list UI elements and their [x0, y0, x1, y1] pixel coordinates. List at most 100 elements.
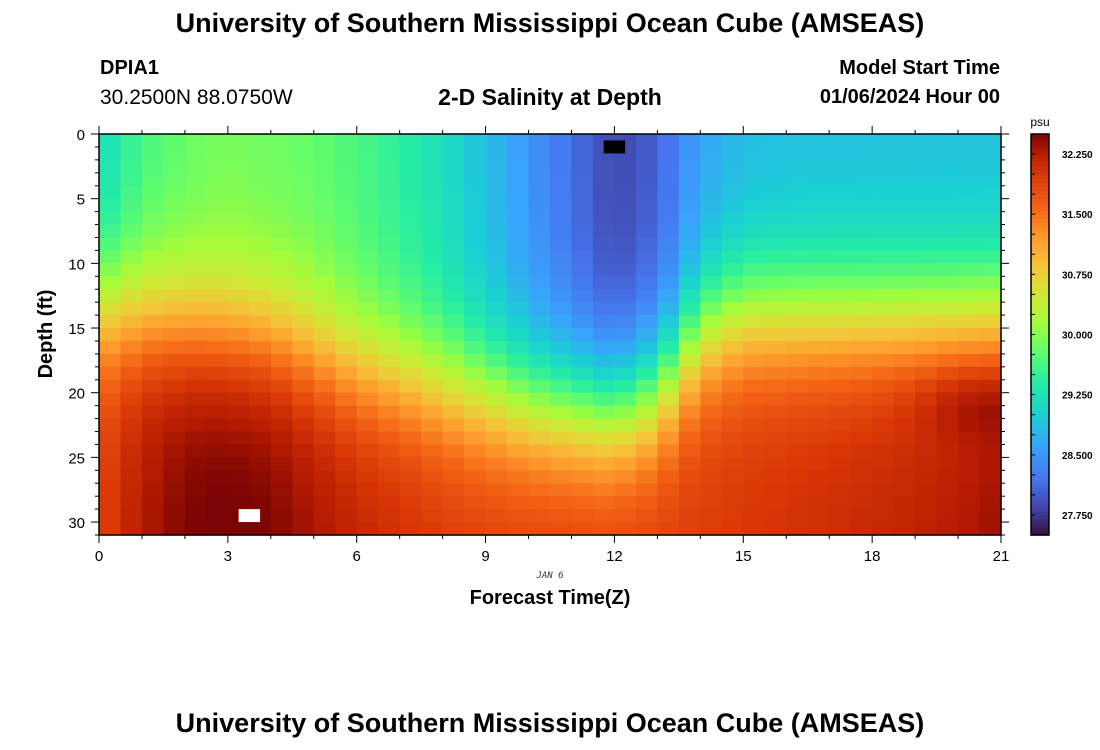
heatmap-cell: [507, 470, 530, 484]
heatmap-cell: [507, 315, 530, 329]
heatmap-cell: [356, 250, 379, 264]
heatmap-cell: [399, 509, 422, 523]
heatmap-cell: [635, 405, 658, 420]
heatmap-cell: [764, 263, 787, 277]
heatmap-cell: [872, 237, 895, 252]
heatmap-cell: [614, 431, 637, 446]
heatmap-cell: [507, 509, 530, 523]
heatmap-cell: [678, 431, 701, 446]
missing-data-marker: [603, 140, 626, 154]
x-tick-label: 18: [864, 548, 881, 565]
heatmap-cell: [743, 418, 766, 433]
heatmap-cell: [657, 509, 680, 523]
heatmap-cell: [184, 134, 207, 148]
heatmap-cell: [227, 444, 250, 458]
heatmap-cell: [120, 198, 143, 213]
heatmap-cell: [227, 405, 250, 420]
heatmap-cell: [936, 379, 959, 394]
heatmap-cell: [227, 483, 250, 497]
heatmap-cell: [184, 431, 207, 446]
x-tick-label: 15: [735, 548, 752, 565]
heatmap-cell: [464, 328, 487, 342]
heatmap-cell: [700, 522, 723, 536]
heatmap-cell: [829, 185, 852, 200]
colorbar-segment: [1031, 322, 1049, 328]
heatmap-cell: [335, 483, 358, 497]
heatmap-cell: [571, 340, 594, 355]
heatmap-cell: [979, 224, 1002, 239]
heatmap-cell: [786, 418, 809, 433]
heatmap-cell: [700, 340, 723, 355]
heatmap-cell: [464, 392, 487, 407]
heatmap-cell: [829, 237, 852, 252]
heatmap-cell: [807, 431, 830, 446]
heatmap-cell: [528, 483, 551, 497]
heatmap-cell: [829, 418, 852, 433]
heatmap-cell: [356, 522, 379, 536]
heatmap-cell: [270, 185, 293, 200]
heatmap-cell: [614, 457, 637, 471]
heatmap-cell: [592, 340, 616, 355]
heatmap-cell: [184, 315, 207, 329]
heatmap-cell: [592, 289, 616, 303]
heatmap-cell: [442, 405, 465, 420]
heatmap-cell: [528, 522, 551, 536]
heatmap-cell: [893, 392, 916, 407]
heatmap-cell: [786, 328, 809, 342]
heatmap-cell: [249, 340, 272, 355]
heatmap-cell: [893, 509, 916, 523]
heatmap-cell: [163, 496, 186, 510]
heatmap-cell: [614, 172, 637, 187]
heatmap-cell: [227, 302, 250, 316]
heatmap-cell: [614, 250, 637, 264]
heatmap-cell: [442, 496, 465, 510]
colorbar-segment: [1031, 190, 1049, 195]
heatmap-cell: [292, 405, 315, 420]
heatmap-cell: [335, 250, 358, 264]
heatmap-cell: [292, 328, 315, 342]
heatmap-cell: [292, 522, 315, 536]
heatmap-cell: [743, 134, 766, 148]
colorbar-segment: [1031, 386, 1049, 392]
heatmap-cell: [635, 444, 658, 458]
heatmap-cell: [335, 263, 358, 277]
colorbar-segment: [1031, 358, 1049, 364]
heatmap-cell: [442, 263, 465, 277]
colorbar-segment: [1031, 482, 1049, 488]
heatmap-cell: [872, 146, 895, 161]
heatmap-cell: [507, 457, 530, 471]
heatmap-cell: [721, 522, 744, 536]
heatmap-cell: [786, 172, 809, 187]
heatmap-cell: [399, 405, 422, 420]
heatmap-cell: [721, 405, 744, 420]
heatmap-cell: [163, 444, 186, 458]
heatmap-cell: [184, 276, 207, 290]
heatmap-cell: [163, 483, 186, 497]
heatmap-cell: [657, 159, 680, 174]
heatmap-cell: [335, 134, 358, 148]
heatmap-cell: [592, 405, 616, 420]
heatmap-cell: [678, 211, 701, 226]
heatmap-cell: [743, 185, 766, 200]
heatmap-cell: [507, 340, 530, 355]
heatmap-cell: [807, 276, 830, 290]
heatmap-cell: [807, 405, 830, 420]
heatmap-cell: [764, 366, 787, 381]
heatmap-cell: [700, 392, 723, 407]
heatmap-cell: [206, 470, 229, 484]
heatmap-cell: [227, 496, 250, 510]
heatmap-cell: [550, 353, 573, 368]
heatmap-cell: [270, 457, 293, 471]
heatmap-cell: [356, 289, 379, 303]
heatmap-cell: [335, 392, 358, 407]
heatmap-cell: [292, 237, 315, 252]
heatmap-cell: [313, 172, 336, 187]
heatmap-cell: [99, 340, 122, 355]
heatmap-cell: [442, 431, 465, 446]
heatmap-cell: [99, 457, 122, 471]
station-coordinates: 30.2500N 88.0750W: [100, 86, 293, 109]
colorbar-segment: [1031, 214, 1049, 219]
heatmap-cell: [829, 522, 852, 536]
colorbar-segment: [1031, 138, 1049, 143]
y-tick-label: 25: [68, 450, 85, 467]
